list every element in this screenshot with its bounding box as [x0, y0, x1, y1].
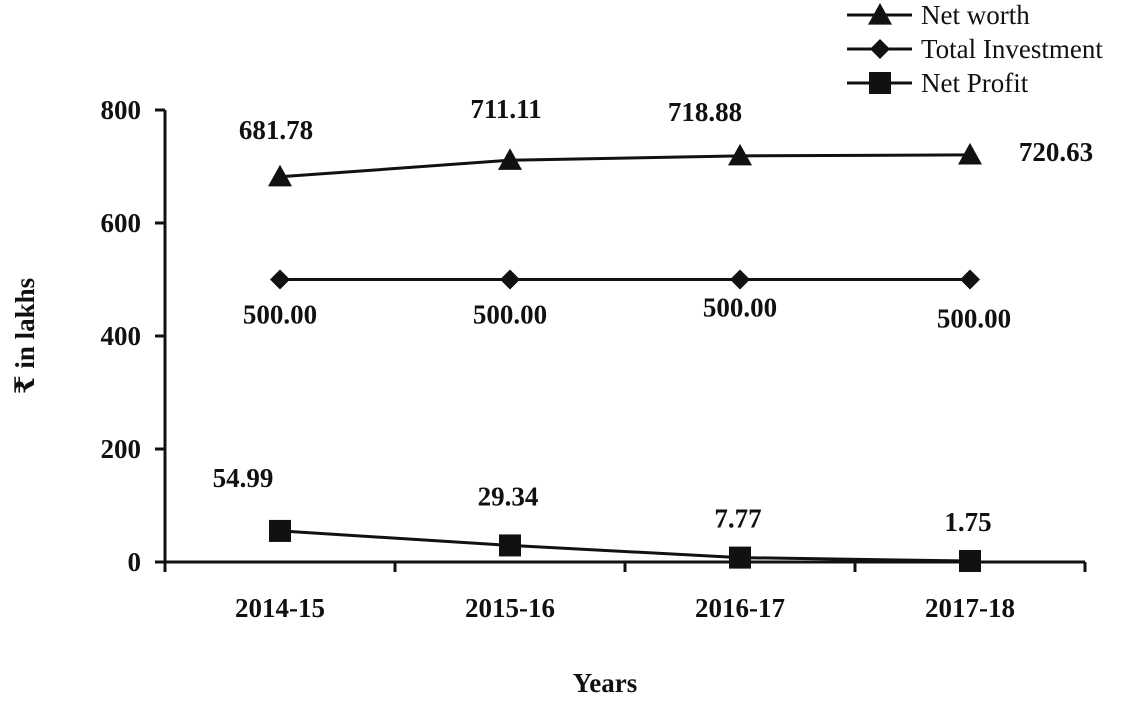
y-tick-label: 600 — [101, 208, 142, 238]
data-point — [269, 519, 291, 542]
data-label: 1.75 — [944, 507, 991, 537]
series-net-worth: 681.78 711.11 718.88 720.63 — [239, 94, 1093, 187]
y-ticks: 0 200 400 600 800 — [101, 95, 165, 577]
data-point — [730, 269, 750, 290]
legend-marker — [869, 72, 891, 94]
legend-item: Total Investment — [847, 34, 1103, 64]
data-point — [268, 164, 292, 187]
x-axis-title: Years — [573, 668, 637, 698]
data-label: 720.63 — [1019, 137, 1093, 167]
legend: Net worth Total Investment Net Profit — [847, 0, 1103, 98]
data-point — [500, 269, 520, 290]
legend-label: Total Investment — [921, 34, 1103, 64]
axes — [163, 110, 1085, 564]
data-label: 500.00 — [243, 300, 317, 330]
x-tick-label: 2015-16 — [465, 593, 555, 623]
legend-item: Net Profit — [847, 68, 1029, 98]
data-point — [729, 546, 751, 569]
series-line — [279, 153, 971, 179]
data-point — [958, 142, 982, 165]
x-ticks: 2014-15 2015-16 2016-17 2017-18 — [163, 562, 1087, 623]
data-label: 29.34 — [478, 481, 539, 511]
y-tick-label: 200 — [101, 434, 142, 464]
data-point — [728, 143, 752, 166]
x-tick-label: 2014-15 — [235, 593, 325, 623]
y-axis-title: ₹ in lakhs — [10, 278, 40, 394]
data-label: 500.00 — [473, 300, 547, 330]
data-label: 7.77 — [714, 504, 761, 534]
series-net-profit: 54.99 29.34 7.77 1.75 — [213, 463, 992, 573]
data-point — [499, 534, 521, 557]
series-line — [279, 529, 971, 563]
data-label: 681.78 — [239, 115, 313, 145]
data-label: 54.99 — [213, 463, 274, 493]
y-tick-label: 800 — [101, 95, 142, 125]
series-total-investment: 500.00 500.00 500.00 500.00 — [243, 269, 1011, 334]
x-tick-label: 2016-17 — [695, 593, 785, 623]
data-label: 500.00 — [937, 304, 1011, 334]
legend-item: Net worth — [847, 0, 1030, 30]
x-tick-label: 2017-18 — [925, 593, 1015, 623]
data-label: 718.88 — [668, 97, 742, 127]
y-tick-label: 400 — [101, 321, 142, 351]
data-point — [960, 269, 980, 290]
data-label: 500.00 — [703, 293, 777, 323]
legend-marker — [870, 39, 890, 59]
data-label: 711.11 — [470, 94, 541, 124]
legend-marker — [868, 3, 892, 25]
legend-label: Net Profit — [921, 68, 1029, 98]
data-point — [959, 550, 981, 573]
y-tick-label: 0 — [128, 547, 142, 577]
legend-label: Net worth — [921, 0, 1030, 30]
data-point — [498, 148, 522, 170]
data-point — [270, 269, 290, 290]
